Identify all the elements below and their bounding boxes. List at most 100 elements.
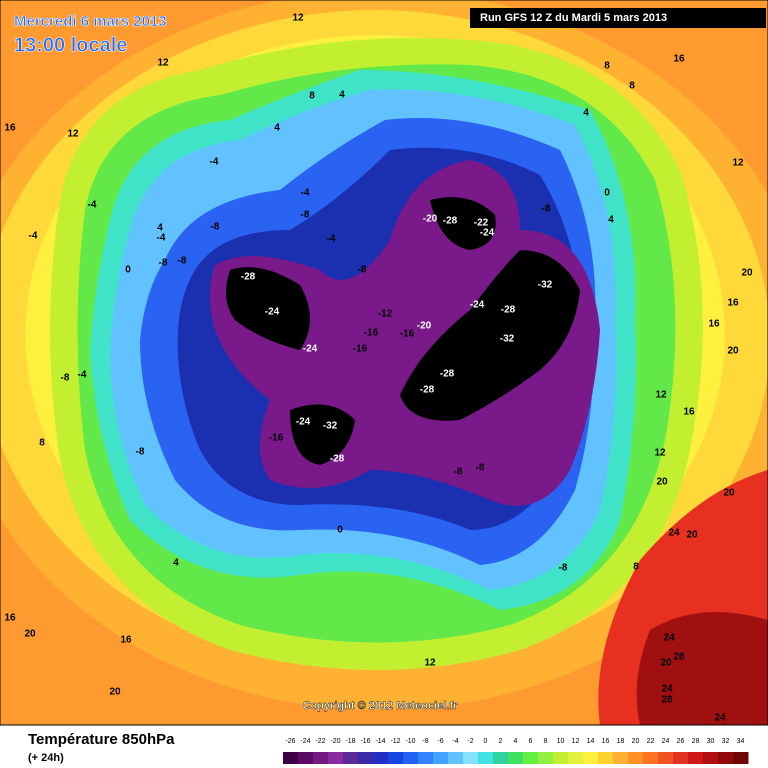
contour-label: -8	[542, 204, 551, 215]
contour-label: 0	[337, 525, 343, 536]
colorbar-cell	[508, 752, 524, 764]
contour-label: 12	[157, 58, 169, 69]
colorbar-cell	[733, 752, 749, 764]
colorbar-cell	[403, 752, 419, 764]
colorbar-tick-label: -26	[285, 738, 295, 745]
contour-label: -4	[327, 234, 336, 245]
contour-label: -28	[241, 272, 256, 283]
contour-label: 16	[727, 298, 739, 309]
contour-label: -28	[330, 454, 345, 465]
colorbar-tick-label: -20	[330, 738, 340, 745]
contour-label: 24	[714, 713, 726, 724]
colorbar-tick-label: 28	[692, 738, 700, 745]
colorbar-tick-label: -12	[390, 738, 400, 745]
colorbar-tick-label: 2	[499, 738, 503, 745]
contour-label: 12	[424, 658, 436, 669]
contour-label: 8	[309, 91, 315, 102]
contour-label: -24	[303, 344, 318, 355]
colorbar-cell	[718, 752, 734, 764]
time: 13:00 locale	[14, 34, 127, 56]
contour-label: 4	[583, 108, 589, 119]
colorbar-cell	[373, 752, 389, 764]
footer-lead: (+ 24h)	[28, 752, 64, 764]
contour-label: -28	[420, 385, 435, 396]
zone	[430, 197, 496, 250]
colorbar-tick-label: 12	[572, 738, 580, 745]
contour-label: -24	[296, 417, 311, 428]
contour-label: 16	[673, 54, 685, 65]
colorbar-tick-label: 16	[602, 738, 610, 745]
colorbar-tick-label: 4	[514, 738, 518, 745]
colorbar-cell	[433, 752, 449, 764]
colorbar-tick-label: 8	[544, 738, 548, 745]
colorbar-tick-label: 6	[529, 738, 533, 745]
contour-label: -4	[29, 231, 38, 242]
colorbar-cell	[553, 752, 569, 764]
colorbar-cell	[523, 752, 539, 764]
contour-label: 24	[661, 684, 673, 695]
run-box	[470, 8, 766, 28]
colorbar-tick-label: -22	[315, 738, 325, 745]
contour-label: -16	[400, 329, 415, 340]
contour-label: -28	[501, 305, 516, 316]
colorbar-cell	[478, 752, 494, 764]
colorbar-tick-label: 26	[677, 738, 685, 745]
contour-label: -8	[61, 373, 70, 384]
zone	[226, 267, 310, 350]
contour-label: 12	[292, 13, 304, 24]
contour-label: 16	[120, 635, 132, 646]
colorbar-cell	[583, 752, 599, 764]
colorbar-cell	[673, 752, 689, 764]
contour-label: -8	[454, 467, 463, 478]
colorbar-cell	[313, 752, 329, 764]
contour-label: 12	[654, 448, 666, 459]
contour-label: 4	[173, 558, 179, 569]
contour-label: -4	[301, 188, 310, 199]
contour-label: -8	[211, 222, 220, 233]
colorbar-cell	[613, 752, 629, 764]
colorbar-tick-label: 22	[647, 738, 655, 745]
colorbar-tick-label: -24	[300, 738, 310, 745]
colorbar-tick-label: 14	[587, 738, 595, 745]
contour-label: 20	[723, 488, 735, 499]
contour-label: -8	[358, 265, 367, 276]
colorbar-tick-label: -16	[360, 738, 370, 745]
contour-label: 4	[608, 215, 614, 226]
colorbar-tick-label: 20	[632, 738, 640, 745]
contour-label: 20	[656, 477, 668, 488]
contour-label: -24	[265, 307, 280, 318]
contour-label: -12	[378, 309, 393, 320]
contour-label: 8	[629, 81, 635, 92]
colorbar-cell	[703, 752, 719, 764]
contour-label: -24	[470, 300, 485, 311]
contour-label: -8	[136, 447, 145, 458]
contour-label: 12	[655, 390, 667, 401]
contour-label: -20	[417, 321, 432, 332]
colorbar-cell	[568, 752, 584, 764]
contour-label: 0	[125, 265, 131, 276]
colorbar-cell	[538, 752, 554, 764]
contour-label: 16	[4, 613, 16, 624]
colorbar-tick-label: 0	[484, 738, 488, 745]
contour-label: 20	[660, 658, 672, 669]
contour-label: -32	[538, 280, 553, 291]
contour-label: 12	[732, 158, 744, 169]
colorbar-cell	[643, 752, 659, 764]
contour-label: -16	[269, 433, 284, 444]
contour-label: -20	[423, 214, 438, 225]
contour-label: -24	[480, 228, 495, 239]
contour-label: -4	[78, 370, 87, 381]
colorbar-tick-label: -14	[375, 738, 385, 745]
contour-label: -32	[500, 334, 515, 345]
date: Mercredi 6 mars 2013	[14, 13, 167, 30]
contour-label: 12	[67, 129, 79, 140]
colorbar-cell	[688, 752, 704, 764]
contour-label: -32	[323, 421, 338, 432]
colorbar-cell	[343, 752, 359, 764]
map-frame	[0, 0, 768, 726]
colorbar-tick-label: 34	[737, 738, 745, 745]
zone	[290, 404, 355, 465]
colorbar-cell	[463, 752, 479, 764]
contour-label: -22	[474, 218, 489, 229]
contour-label: -4	[88, 200, 97, 211]
